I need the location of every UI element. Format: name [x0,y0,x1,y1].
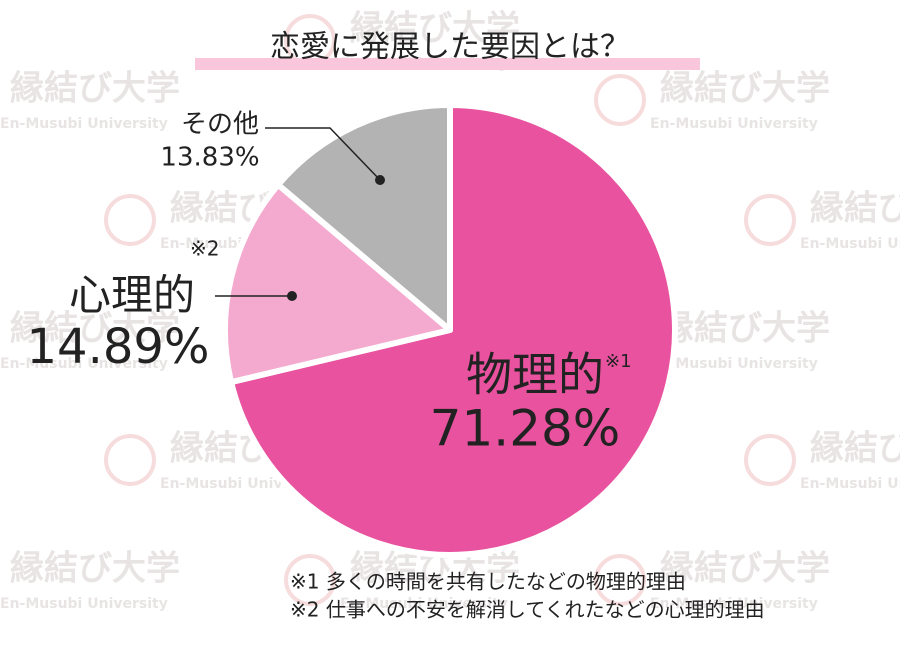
watermark-text: 縁結び大学 [810,429,900,469]
footnote: ※2 仕事への不安を解消してくれたなどの心理的理由 [290,598,765,622]
watermark-subtext: En-Musubi University [800,476,900,492]
category-label: 物理的 [466,348,604,402]
footnote-marker: ※1 [605,351,632,372]
watermark-icon [744,194,796,246]
watermark-icon [284,554,336,606]
footnote: ※1 多くの時間を共有したなどの物理的理由 [290,570,686,594]
watermark-subtext: En-Musubi University [650,116,818,132]
watermark-text: 縁結び大学 [10,69,180,109]
watermark-text: 縁結び大学 [10,309,180,349]
leader-dot [375,175,385,185]
watermark-subtext: En-Musubi University [800,236,900,252]
watermark-subtext: En-Musubi University [340,596,508,612]
watermark-subtext: En-Musubi University [0,116,168,132]
watermark-text: 縁結び大学 [660,69,830,109]
category-label: その他 [181,110,259,140]
value-label: 14.89% [26,319,209,375]
watermark-text: 縁結び大学 [660,549,830,589]
pie-slice [228,102,678,558]
pie [222,102,678,558]
value-label: 71.28% [430,400,621,458]
watermark-icon [104,194,156,246]
title-underline [195,58,700,70]
watermark-icon [104,434,156,486]
watermark-text: 縁結び大学 [10,549,180,589]
watermark-icon [594,554,646,606]
value-label: 13.83% [160,143,259,173]
category-label: 心理的 [69,271,195,320]
watermark-text: 縁結び大学 [810,189,900,229]
watermark-text: 縁結び大学 [350,9,520,49]
watermark-subtext: En-Musubi University [650,356,818,372]
watermark-icon [744,434,796,486]
leader-dot [287,291,297,301]
pie-slice [275,102,453,333]
footnote-marker: ※2 [190,237,219,261]
watermark-icon [594,74,646,126]
watermark-subtext: En-Musubi University [650,596,818,612]
chart-title: 恋愛に発展した要因とは？ [270,30,630,65]
watermark-subtext: En-Musubi University [0,356,168,372]
pie-slice [222,181,453,386]
watermark-text: 縁結び大学 [660,309,830,349]
watermark-subtext: En-Musubi University [0,596,168,612]
leader-line [265,127,381,181]
